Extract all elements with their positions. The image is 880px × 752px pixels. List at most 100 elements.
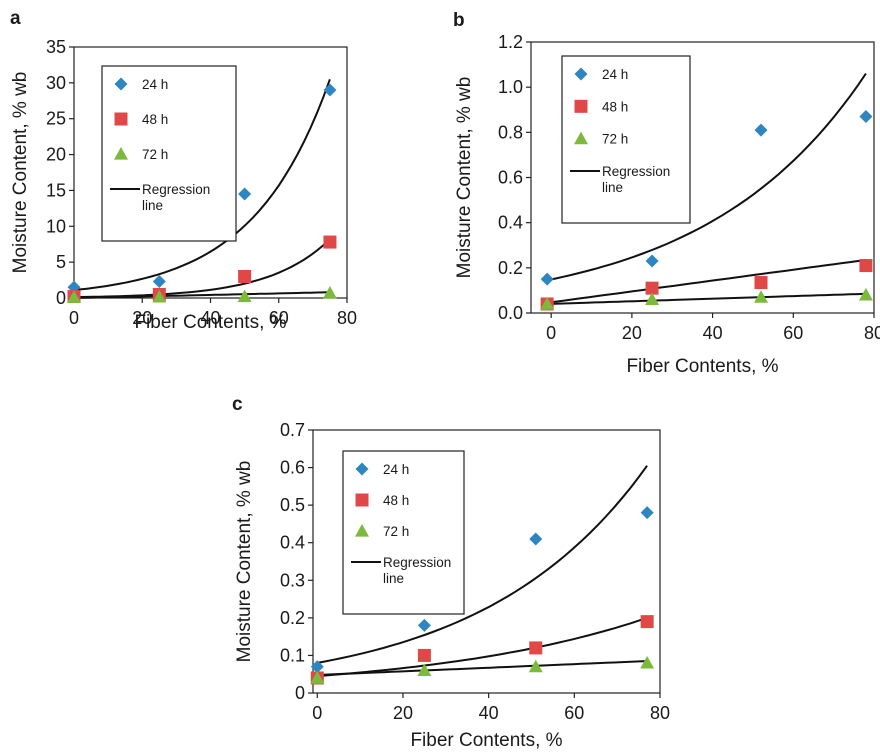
y-tick-label: 1.2	[498, 32, 523, 52]
legend-regression-word: Regression	[602, 164, 670, 179]
x-tick-label: 20	[132, 308, 152, 328]
data-point-72h	[152, 289, 167, 303]
x-tick-label: 80	[864, 323, 880, 343]
x-axis-title: Fiber Contents, %	[410, 730, 562, 751]
y-tick-label: 0.4	[280, 533, 305, 553]
legend-regression-word: Regression	[142, 182, 210, 197]
legend-regression-word: line	[383, 571, 404, 586]
data-point-48h	[859, 259, 873, 273]
data-point-48h	[417, 648, 431, 662]
x-tick-label: 20	[622, 323, 642, 343]
data-point-48h	[640, 615, 654, 629]
legend-label-regression: Regression line	[602, 164, 670, 195]
data-point-72h	[417, 663, 432, 677]
y-tick-label: 0.2	[498, 258, 523, 278]
legend-marker-24h	[574, 67, 588, 81]
chart-panel-a: a 0 5 10 15 20 25 30 35 0 20 40 60 80 Fiber Contents, …	[10, 8, 357, 333]
y-tick-label: 35	[46, 37, 66, 57]
legend-label: 72 h	[383, 524, 409, 539]
y-tick-label: 0	[295, 683, 305, 703]
x-tick-label: 60	[564, 703, 584, 723]
panel-letter: c	[232, 394, 243, 415]
data-point-24h	[640, 506, 654, 520]
legend-marker-48h	[114, 112, 128, 126]
legend-marker-72h	[355, 524, 369, 537]
regression-line-1	[317, 465, 648, 664]
panel-letter: a	[10, 8, 21, 29]
y-axis-title: Moisture Content, % wb	[10, 72, 31, 274]
chart-panel-c: c 0 0.1 0.2 0.3 0.4 0.5 0.6 0.7 0 20 40 60 80 Fiber Co…	[232, 394, 670, 751]
x-tick-label: 0	[69, 308, 79, 328]
data-point-72h	[528, 659, 543, 673]
panel-letter: b	[453, 10, 465, 31]
x-tick-label: 40	[200, 308, 220, 328]
legend-label-regression: Regression line	[383, 555, 451, 586]
legend-label: 48 h	[602, 99, 628, 114]
data-point-48h	[645, 281, 659, 295]
legend-marker-72h	[114, 147, 128, 160]
legend-marker-72h	[574, 131, 588, 145]
data-point-48h	[323, 235, 337, 249]
legend-label: 24 h	[602, 67, 628, 82]
x-axis-title: Fiber Contents, %	[626, 356, 778, 377]
legend-marker-24h	[355, 462, 369, 476]
x-tick-label: 0	[546, 323, 556, 343]
y-tick-label: 5	[56, 252, 66, 272]
y-tick-label: 0.5	[280, 495, 305, 515]
legend-label: 72 h	[602, 132, 628, 147]
data-point-72h	[858, 287, 873, 301]
data-point-72h	[237, 289, 252, 303]
y-tick-label: 0.6	[498, 168, 523, 188]
chart-panel-b: b 0.0 0.2 0.4 0.6 0.8 1.0 1.2 0 20 40 60 80 Fiber Con…	[453, 10, 880, 377]
data-point-24h	[417, 618, 431, 632]
data-point-24h	[754, 123, 768, 137]
data-point-24h	[859, 110, 873, 124]
y-tick-label: 30	[46, 73, 66, 93]
y-axis-title: Moisture Content, % wb	[454, 77, 475, 279]
y-tick-label: 0.4	[498, 213, 523, 233]
x-tick-label: 20	[393, 703, 413, 723]
x-axis-title: Fiber Contents, %	[134, 312, 286, 333]
data-point-72h	[645, 292, 660, 306]
data-point-48h	[529, 641, 543, 655]
data-point-24h	[310, 660, 324, 674]
y-tick-label: 0.0	[498, 303, 523, 323]
regression-line-1	[546, 73, 867, 282]
legend-regression-word: line	[142, 198, 163, 213]
x-tick-label: 80	[337, 308, 357, 328]
x-tick-label: 80	[650, 703, 670, 723]
legend-label: 48 h	[383, 493, 409, 508]
data-point-72h	[322, 285, 337, 299]
legend-label: 24 h	[142, 77, 168, 92]
data-point-48h	[754, 276, 768, 290]
regression-line-3	[317, 660, 648, 676]
y-tick-label: 20	[46, 145, 66, 165]
regression-line-2	[317, 616, 648, 678]
data-point-24h	[238, 187, 252, 201]
data-point-24h	[645, 254, 659, 268]
legend-marker-48h	[355, 493, 369, 507]
y-tick-label: 0.6	[280, 458, 305, 478]
legend-label-regression: Regression line	[142, 182, 210, 213]
y-tick-label: 0.2	[280, 608, 305, 628]
legend-marker-24h	[114, 77, 128, 91]
y-tick-label: 0.1	[280, 645, 305, 665]
data-point-72h	[540, 296, 555, 310]
y-tick-label: 1.0	[498, 77, 523, 97]
y-tick-label: 10	[46, 216, 66, 236]
regression-line-1	[73, 78, 331, 292]
y-tick-label: 15	[46, 180, 66, 200]
x-tick-label: 60	[269, 308, 289, 328]
x-tick-label: 40	[479, 703, 499, 723]
legend-regression-word: line	[602, 180, 623, 195]
regression-line-2	[546, 258, 867, 304]
regression-line-2	[73, 238, 331, 299]
data-point-24h	[323, 83, 337, 97]
x-tick-label: 0	[312, 703, 322, 723]
y-tick-label: 0	[56, 288, 66, 308]
legend-label: 48 h	[142, 112, 168, 127]
y-tick-label: 25	[46, 109, 66, 129]
x-tick-label: 40	[703, 323, 723, 343]
y-tick-label: 0.3	[280, 570, 305, 590]
